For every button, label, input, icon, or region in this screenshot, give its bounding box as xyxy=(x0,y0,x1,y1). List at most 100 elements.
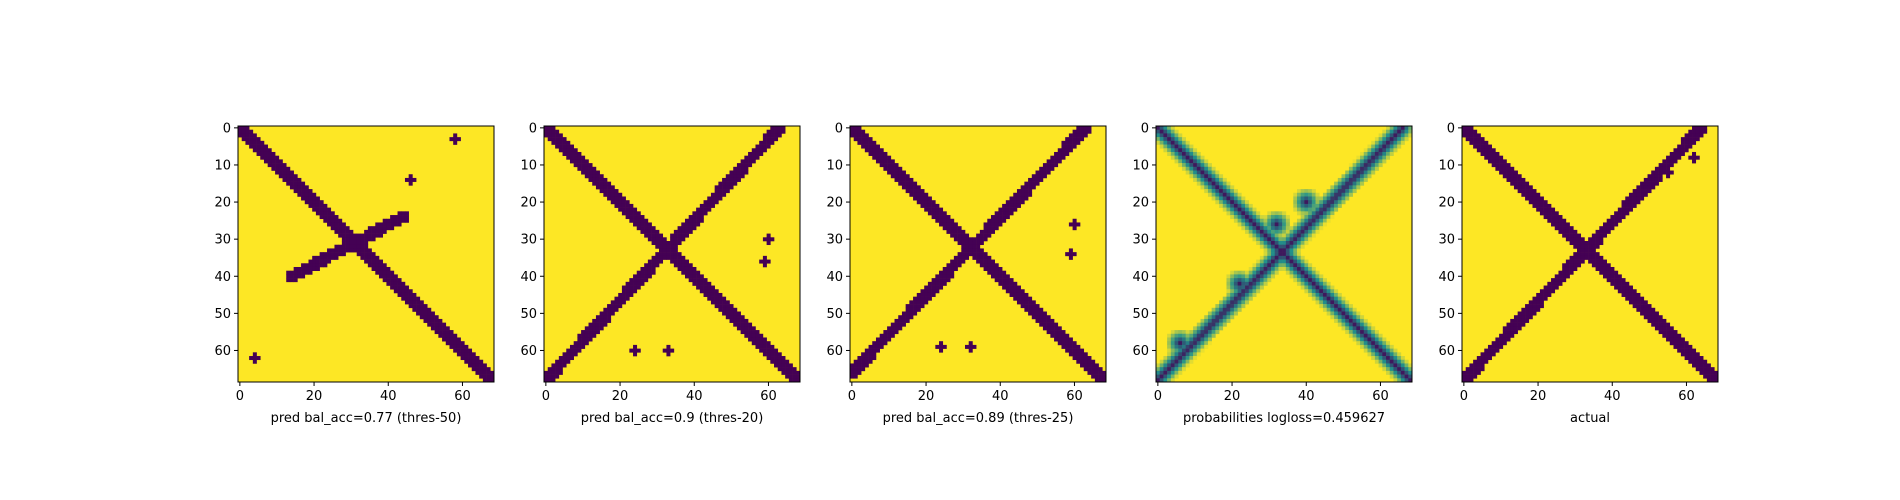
heatmap-cell xyxy=(1308,281,1313,286)
heatmap-cell xyxy=(1267,226,1272,231)
heatmap-cell xyxy=(1241,274,1246,279)
heatmap-cell xyxy=(551,133,556,138)
heatmap-cell xyxy=(684,263,689,268)
heatmap-cell xyxy=(1703,367,1708,372)
heatmap-cell xyxy=(445,341,450,346)
heatmap-cell xyxy=(1267,252,1272,257)
heatmap-cell xyxy=(1617,289,1622,294)
heatmap-cell xyxy=(1393,133,1398,138)
heatmap-cell xyxy=(1035,315,1040,320)
heatmap-cell xyxy=(471,352,476,357)
heatmap-cell xyxy=(1204,315,1209,320)
heatmap-cell xyxy=(1061,330,1066,335)
heatmap-cell xyxy=(1632,304,1637,309)
heatmap-cell xyxy=(1334,300,1339,305)
heatmap-cell xyxy=(1196,163,1201,168)
heatmap-cell xyxy=(1311,296,1316,301)
heatmap-cell xyxy=(252,137,257,142)
heatmap-cell xyxy=(629,207,634,212)
heatmap-cell xyxy=(946,263,951,268)
heatmap-cell xyxy=(774,363,779,368)
heatmap-cell xyxy=(979,237,984,242)
heatmap-cell xyxy=(640,281,645,286)
heatmap-cell xyxy=(785,367,790,372)
heatmap-cell xyxy=(1680,144,1685,149)
heatmap-cell xyxy=(1293,237,1298,242)
heatmap-cell xyxy=(1278,229,1283,234)
heatmap-cell xyxy=(1606,278,1611,283)
heatmap-cell xyxy=(1237,304,1242,309)
heatmap-cell xyxy=(1658,326,1663,331)
heatmap-cell xyxy=(953,255,958,260)
heatmap-cell xyxy=(1315,300,1320,305)
heatmap-cell xyxy=(1009,196,1014,201)
heatmap-cell xyxy=(1042,326,1047,331)
heatmap-cell xyxy=(315,255,320,260)
heatmap-cell xyxy=(924,200,929,205)
heatmap-cell xyxy=(397,281,402,286)
heatmap-cell xyxy=(935,207,940,212)
heatmap-cell xyxy=(1363,163,1368,168)
heatmap-cell xyxy=(1692,129,1697,134)
heatmap-cell xyxy=(618,203,623,208)
heatmap-cell xyxy=(1259,259,1264,264)
heatmap-cell xyxy=(1673,337,1678,342)
heatmap-cell xyxy=(1374,333,1379,338)
heatmap-cell xyxy=(566,144,571,149)
heatmap-cell xyxy=(1319,300,1324,305)
heatmap-cell xyxy=(438,318,443,323)
heatmap-cell xyxy=(1569,237,1574,242)
heatmap-cell xyxy=(1345,304,1350,309)
heatmap-cell xyxy=(1311,278,1316,283)
heatmap-cell xyxy=(1028,300,1033,305)
heatmap-cell xyxy=(1274,237,1279,242)
heatmap-cell xyxy=(1669,163,1674,168)
heatmap-cell xyxy=(1562,222,1567,227)
heatmap-cell xyxy=(1039,322,1044,327)
heatmap-cell xyxy=(397,289,402,294)
heatmap-cell xyxy=(1233,281,1238,286)
heatmap-cell xyxy=(864,352,869,357)
heatmap-cell xyxy=(1002,270,1007,275)
heatmap-cell xyxy=(1393,129,1398,134)
heatmap-cell xyxy=(1207,318,1212,323)
heatmap-cell xyxy=(1484,151,1489,156)
heatmap-cell xyxy=(1300,226,1305,231)
heatmap-cell xyxy=(1315,281,1320,286)
heatmap-cell xyxy=(1219,315,1224,320)
heatmap-cell xyxy=(1248,281,1253,286)
heatmap-cell xyxy=(1054,330,1059,335)
heatmap-cell xyxy=(1178,363,1183,368)
heatmap-cell xyxy=(1367,163,1372,168)
heatmap-cell xyxy=(883,151,888,156)
heatmap-cell xyxy=(1487,144,1492,149)
heatmap-cell xyxy=(920,292,925,297)
heatmap-cell xyxy=(861,140,866,145)
heatmap-cell xyxy=(562,148,567,153)
heatmap-cell xyxy=(1371,151,1376,156)
heatmap-cell xyxy=(1178,367,1183,372)
heatmap-cell xyxy=(614,304,619,309)
heatmap-cell xyxy=(1632,196,1637,201)
heatmap-cell xyxy=(1539,289,1544,294)
heatmap-cell xyxy=(1382,155,1387,160)
heatmap-cell xyxy=(263,151,268,156)
heatmap-cell xyxy=(1397,359,1402,364)
heatmap-cell xyxy=(1337,203,1342,208)
heatmap-cell xyxy=(1348,177,1353,182)
heatmap-cell xyxy=(1167,126,1172,131)
heatmap-cell xyxy=(1517,311,1522,316)
heatmap-cell xyxy=(1536,292,1541,297)
heatmap-cell xyxy=(1300,285,1305,290)
heatmap-cell xyxy=(618,192,623,197)
heatmap-cell xyxy=(1322,281,1327,286)
heatmap-cell xyxy=(1662,326,1667,331)
heatmap-cell xyxy=(740,166,745,171)
heatmap-cell xyxy=(479,374,484,379)
heatmap-cell xyxy=(998,222,1003,227)
heatmap-cell xyxy=(345,237,350,242)
heatmap-cell xyxy=(1248,207,1253,212)
heatmap-cell xyxy=(1487,348,1492,353)
heatmap-cell xyxy=(1174,359,1179,364)
heatmap-cell xyxy=(1602,226,1607,231)
